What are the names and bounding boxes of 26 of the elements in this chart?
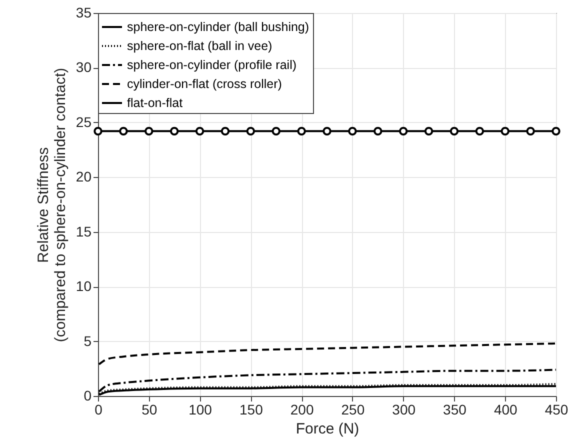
legend-label: sphere-on-flat (ball in vee) bbox=[127, 39, 272, 53]
legend-label: cylinder-on-flat (cross roller) bbox=[127, 77, 282, 91]
y-tick-label: 20 bbox=[76, 168, 92, 185]
y-tick-label: 0 bbox=[84, 388, 92, 404]
x-tick-label: 350 bbox=[443, 402, 467, 418]
legend-label: flat-on-flat bbox=[127, 96, 184, 110]
y-tick-label: 10 bbox=[76, 278, 92, 294]
x-tick-label: 50 bbox=[142, 402, 158, 418]
legend-label: sphere-on-cylinder (profile rail) bbox=[127, 58, 297, 72]
y-tick-label: 30 bbox=[76, 59, 92, 76]
x-tick-label: 150 bbox=[239, 402, 264, 418]
legend-label: sphere-on-cylinder (ball bushing) bbox=[127, 20, 310, 34]
line-series bbox=[98, 342, 556, 366]
y-tick-label: 25 bbox=[76, 114, 92, 130]
x-tick-label: 0 bbox=[94, 402, 103, 418]
x-axis-title: Force (N) bbox=[296, 420, 360, 438]
x-tick-label: 200 bbox=[290, 402, 314, 418]
y-axis-title: Relative Stiffness (compared to sphere-on-cylinder contact) bbox=[34, 68, 69, 342]
x-tick-label: 400 bbox=[494, 402, 518, 418]
y-tick-label: 15 bbox=[76, 223, 92, 240]
x-tick-label: 100 bbox=[188, 402, 212, 418]
y-tick-label: 35 bbox=[76, 4, 92, 20]
y-tick-label: 5 bbox=[84, 332, 92, 349]
x-tick-label: 250 bbox=[341, 402, 365, 418]
x-tick-label: 300 bbox=[392, 402, 416, 418]
x-tick-label: 450 bbox=[544, 402, 568, 418]
